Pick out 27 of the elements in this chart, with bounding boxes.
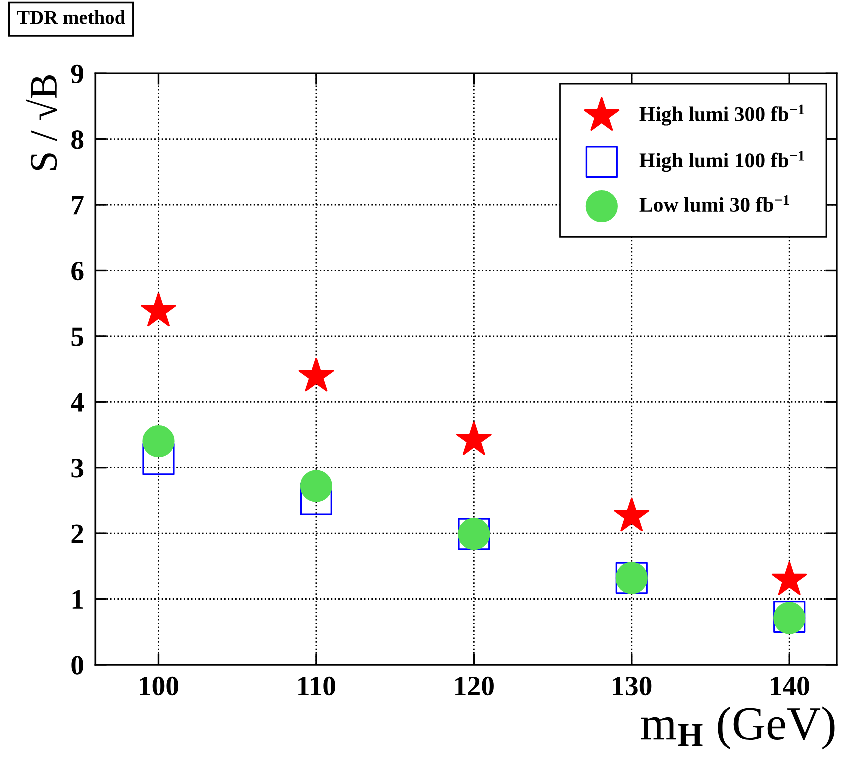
y-tick-label: 7 xyxy=(72,196,84,215)
text: TDR method xyxy=(17,10,126,24)
y-tick-label: 3 xyxy=(72,459,84,478)
x-tick-label: 100 xyxy=(140,676,179,696)
x-tick-label: 140 xyxy=(771,676,810,696)
x-tick-label: 110 xyxy=(298,676,336,696)
y-tick-label: 1 xyxy=(72,590,84,609)
x-axis-title: m$_{H}$ (GeV) xyxy=(641,706,835,750)
x-tick-label: 120 xyxy=(456,676,494,696)
legend-label: High lumi 300 fb$^{−1}$ xyxy=(640,104,804,126)
point xyxy=(141,292,176,327)
x-tick-label: 130 xyxy=(613,676,652,696)
point xyxy=(456,422,492,456)
y-tick-label: 6 xyxy=(72,262,84,281)
point xyxy=(142,426,175,458)
y-tick-label: 0 xyxy=(72,656,84,675)
point xyxy=(298,358,334,392)
y-tick-label: 4 xyxy=(71,393,84,412)
y-tick-label: 8 xyxy=(72,130,84,150)
y-tick-label: 5 xyxy=(72,328,84,346)
y-tick-label: 2 xyxy=(72,524,84,544)
y-tick-label: 9 xyxy=(71,64,84,84)
legend-label: Low lumi 30 fb$^{−1}$ xyxy=(640,196,790,212)
point xyxy=(614,498,650,532)
point xyxy=(300,470,332,502)
y-axis-title: S / √B xyxy=(26,76,58,170)
legend-label: High lumi 100 fb$^{−1}$ xyxy=(640,151,804,172)
